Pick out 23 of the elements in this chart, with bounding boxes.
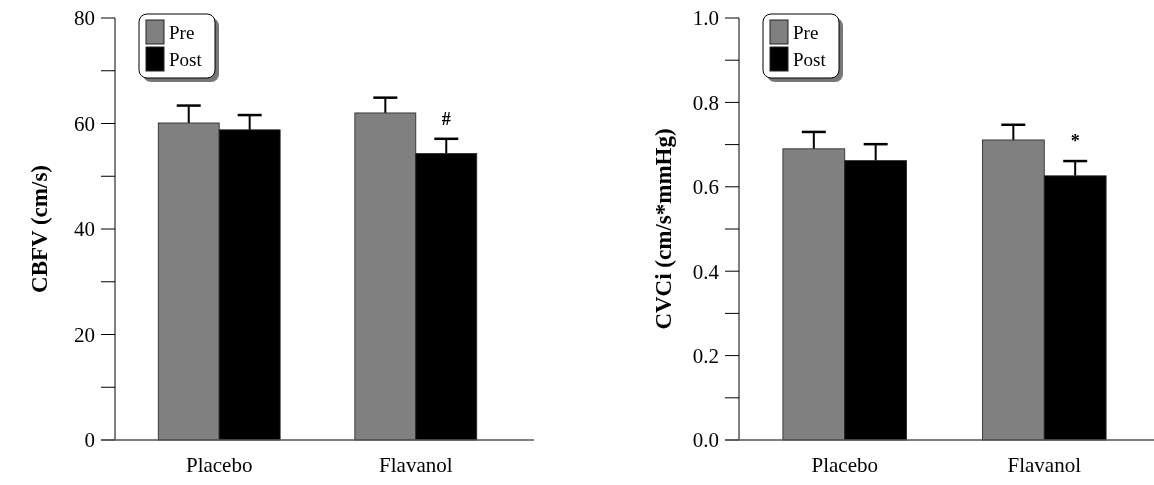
x-tick-label: Placebo [185, 453, 253, 477]
y-tick-label: 80 [74, 6, 95, 31]
y-tick-label: 0 [84, 428, 95, 453]
x-tick-label: Placebo [811, 453, 878, 477]
y-axis-title: CVCi (cm/s*mmHg) [651, 128, 676, 330]
legend-label: Pre [169, 22, 195, 43]
y-tick-label: 0.4 [692, 259, 720, 284]
x-tick-label: Flavanol [379, 453, 453, 477]
y-tick-label: 0.2 [692, 343, 719, 368]
x-tick-label: Flavanol [1007, 453, 1082, 477]
y-tick-label: 0.0 [692, 428, 719, 453]
annotation: # [441, 108, 451, 129]
y-axis-title: CBFV (cm/s) [27, 165, 52, 293]
legend-label: Pre [793, 22, 819, 43]
annotation: * [1070, 131, 1080, 152]
y-tick-label: 0.6 [692, 175, 719, 200]
y-tick-label: 1.0 [692, 6, 719, 31]
y-tick-label: 20 [74, 322, 95, 347]
y-tick-label: 60 [74, 111, 95, 136]
legend-label: Post [793, 49, 827, 70]
y-tick-label: 0.8 [692, 90, 719, 115]
y-tick-label: 40 [74, 217, 95, 242]
legend-label: Post [169, 49, 203, 70]
